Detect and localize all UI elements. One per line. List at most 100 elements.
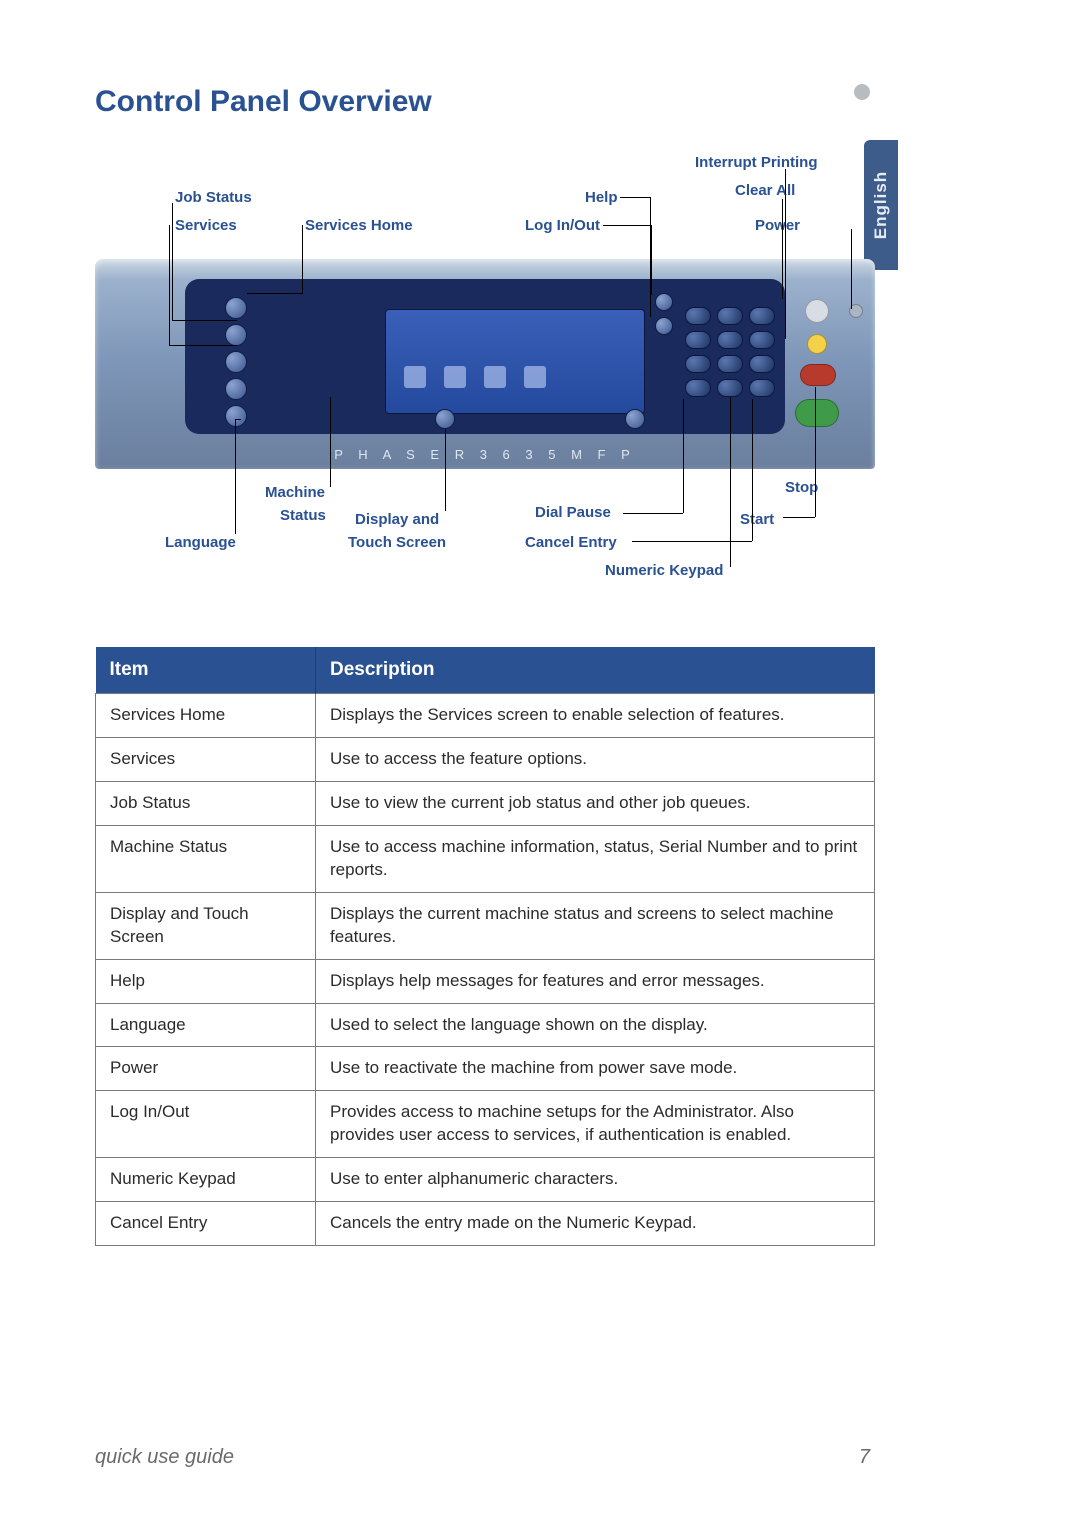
table-row: Cancel EntryCancels the entry made on th… (96, 1202, 875, 1246)
leader (650, 197, 651, 317)
label-display-1: Display and (355, 511, 439, 528)
keypad-cancel (749, 379, 775, 397)
cell-item: Log In/Out (96, 1091, 316, 1158)
cell-description: Used to select the language shown on the… (316, 1003, 875, 1047)
leader (815, 415, 816, 517)
label-stop: Stop (785, 479, 818, 496)
page-title: Control Panel Overview (95, 85, 875, 119)
leader (603, 225, 651, 226)
btn-language (225, 405, 247, 427)
leader (851, 229, 852, 309)
btn-services-home (225, 297, 247, 319)
page-content: Control Panel Overview Job Status Servic… (95, 85, 875, 1246)
leader (330, 397, 331, 487)
cell-item: Job Status (96, 781, 316, 825)
footer-text: quick use guide (95, 1446, 234, 1469)
leader (172, 320, 237, 321)
leader (785, 169, 786, 339)
label-services: Services (175, 217, 237, 234)
label-job-status: Job Status (175, 189, 252, 206)
touch-screen (385, 309, 645, 414)
keypad-3 (749, 307, 775, 325)
cell-description: Use to reactivate the machine from power… (316, 1047, 875, 1091)
label-services-home: Services Home (305, 217, 413, 234)
keypad-1 (685, 307, 711, 325)
leader (651, 225, 652, 295)
leader (623, 513, 683, 514)
leader (169, 345, 237, 346)
label-numeric-keypad: Numeric Keypad (605, 562, 723, 579)
cell-description: Use to view the current job status and o… (316, 781, 875, 825)
cell-item: Numeric Keypad (96, 1158, 316, 1202)
label-language: Language (165, 534, 236, 551)
btn-help (655, 317, 673, 335)
leader (247, 293, 303, 294)
keypad-5 (717, 331, 743, 349)
btn-unknown-a (435, 409, 455, 429)
cell-item: Services (96, 737, 316, 781)
cell-description: Displays the Services screen to enable s… (316, 694, 875, 738)
leader (752, 399, 753, 541)
label-machine-2: Status (280, 507, 326, 524)
leader (683, 399, 684, 513)
col-description: Description (316, 647, 875, 694)
page-number: 7 (859, 1446, 870, 1469)
table-row: Log In/OutProvides access to machine set… (96, 1091, 875, 1158)
cell-description: Cancels the entry made on the Numeric Ke… (316, 1202, 875, 1246)
label-log-in-out: Log In/Out (525, 217, 600, 234)
label-interrupt: Interrupt Printing (695, 154, 818, 171)
cell-description: Displays help messages for features and … (316, 959, 875, 1003)
cell-item: Help (96, 959, 316, 1003)
label-dial-pause: Dial Pause (535, 504, 611, 521)
label-machine-1: Machine (265, 484, 325, 501)
keypad-8 (717, 355, 743, 373)
table-row: Services HomeDisplays the Services scree… (96, 694, 875, 738)
label-help: Help (585, 189, 618, 206)
leader (783, 517, 815, 518)
btn-machine-status (225, 378, 247, 400)
table-header-row: Item Description (96, 647, 875, 694)
cell-item: Power (96, 1047, 316, 1091)
keypad-7 (685, 355, 711, 373)
control-panel-diagram: Job Status Services Services Home Log In… (95, 129, 875, 599)
cell-description: Displays the current machine status and … (316, 892, 875, 959)
keypad-0 (717, 379, 743, 397)
leader (235, 419, 236, 534)
cell-item: Services Home (96, 694, 316, 738)
leader (445, 429, 446, 511)
label-cancel-entry: Cancel Entry (525, 534, 617, 551)
leader (169, 225, 170, 345)
btn-stop (800, 364, 836, 386)
leader (730, 397, 731, 567)
keypad-2 (717, 307, 743, 325)
device-bezel: P H A S E R 3 6 3 5 M F P (185, 279, 785, 434)
label-display-2: Touch Screen (348, 534, 446, 551)
table-row: LanguageUsed to select the language show… (96, 1003, 875, 1047)
btn-unknown-b (625, 409, 645, 429)
cell-description: Provides access to machine setups for th… (316, 1091, 875, 1158)
cell-item: Language (96, 1003, 316, 1047)
keypad-6 (749, 331, 775, 349)
btn-services (225, 324, 247, 346)
table-row: HelpDisplays help messages for features … (96, 959, 875, 1003)
keypad-9 (749, 355, 775, 373)
table-row: Machine StatusUse to access machine info… (96, 825, 875, 892)
cell-item: Display and Touch Screen (96, 892, 316, 959)
keypad-dial-pause (685, 379, 711, 397)
device-model-label: P H A S E R 3 6 3 5 M F P (185, 447, 785, 462)
keypad-4 (685, 331, 711, 349)
table-row: PowerUse to reactivate the machine from … (96, 1047, 875, 1091)
label-power: Power (755, 217, 800, 234)
btn-interrupt (807, 334, 827, 354)
cell-item: Machine Status (96, 825, 316, 892)
leader (782, 199, 783, 299)
device-photo: P H A S E R 3 6 3 5 M F P (95, 259, 875, 469)
cell-description: Use to access the feature options. (316, 737, 875, 781)
description-table: Item Description Services HomeDisplays t… (95, 647, 875, 1246)
leader (172, 203, 173, 320)
cell-description: Use to enter alphanumeric characters. (316, 1158, 875, 1202)
cell-item: Cancel Entry (96, 1202, 316, 1246)
table-row: Numeric KeypadUse to enter alphanumeric … (96, 1158, 875, 1202)
leader (235, 419, 241, 420)
label-clear-all: Clear All (735, 182, 795, 199)
